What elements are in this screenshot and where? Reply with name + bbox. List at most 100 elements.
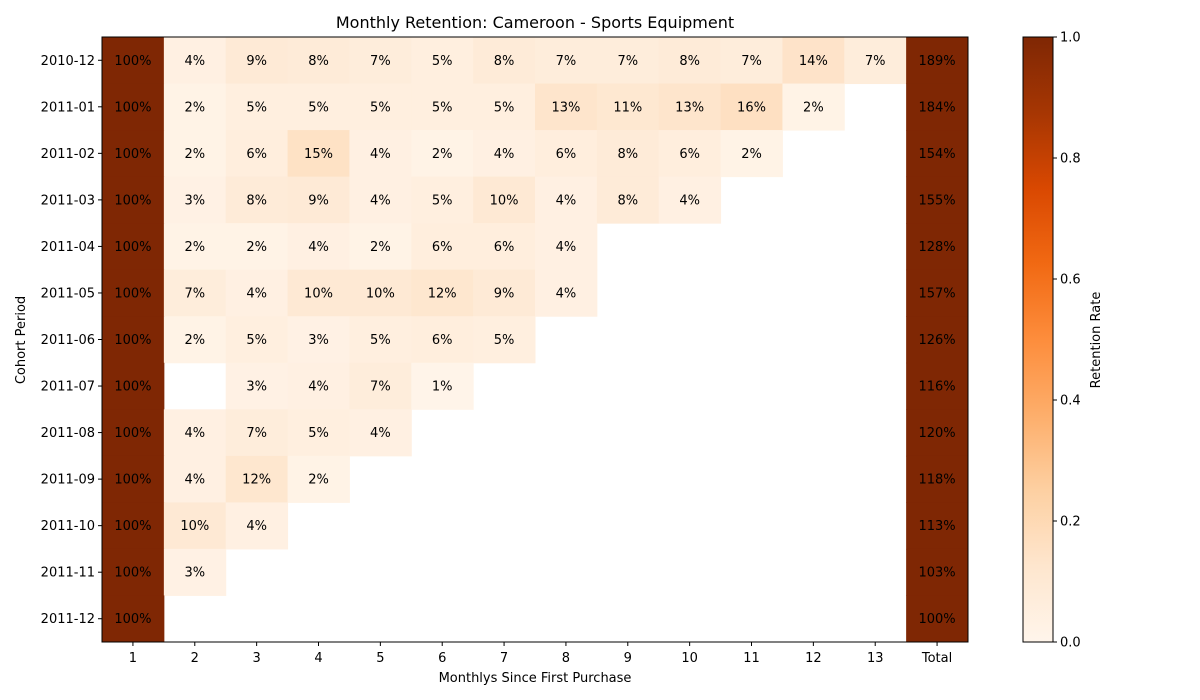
y-tick-label: 2011-01: [41, 100, 95, 115]
heatmap-cell: [411, 37, 474, 85]
cell-value-label: 5%: [494, 333, 515, 348]
cell-value-label: 6%: [246, 147, 267, 162]
cell-value-label: 128%: [918, 240, 955, 255]
cell-value-label: 4%: [556, 286, 577, 301]
heatmap-cell: [225, 83, 289, 131]
y-axis-label: Cohort Period: [14, 296, 29, 384]
heatmap-cell: [782, 37, 845, 85]
heatmap-cell: [163, 83, 227, 131]
cell-value-label: 4%: [494, 147, 515, 162]
heatmap-cell: [411, 83, 474, 131]
cell-value-label: 126%: [918, 333, 955, 348]
cell-value-label: 12%: [428, 286, 457, 301]
x-tick-label: 5: [376, 651, 384, 666]
cell-value-label: 100%: [114, 473, 151, 488]
heatmap-cell: [596, 176, 660, 224]
x-tick-label: Total: [921, 651, 952, 666]
heatmap-cell: [225, 455, 289, 503]
x-tick-label: 8: [562, 651, 570, 666]
heatmap-cell: [844, 37, 907, 85]
heatmap-cell: [102, 409, 165, 457]
x-tick-label: 13: [867, 651, 884, 666]
heatmap-cell: [906, 409, 969, 457]
cell-value-label: 6%: [432, 240, 453, 255]
cell-value-label: 7%: [370, 380, 391, 395]
heatmap-cell: [349, 176, 412, 224]
heatmap-cell: [906, 83, 969, 131]
x-tick-label: 1: [129, 651, 137, 666]
colorbar-tick-label: 0.8: [1060, 152, 1081, 167]
heatmap-cell: [906, 37, 969, 85]
y-axis-ticks: 2010-12 2011-01 2011-02 2011-03 2011-04 2011-…: [41, 54, 102, 627]
cell-value-label: 3%: [184, 193, 205, 208]
heatmap-cell: [535, 37, 598, 85]
cell-value-label: 4%: [184, 54, 205, 69]
cell-value-label: 16%: [737, 100, 766, 115]
heatmap-cell: [658, 83, 722, 131]
heatmap-cell: [163, 316, 227, 364]
cell-value-label: 7%: [617, 54, 638, 69]
heatmap-cells: [102, 37, 969, 643]
colorbar-tick-label: 0.6: [1060, 273, 1081, 288]
cell-value-label: 13%: [551, 100, 580, 115]
cell-value-label: 184%: [918, 100, 955, 115]
cell-value-label: 4%: [370, 193, 391, 208]
y-tick-label: 2011-08: [41, 426, 95, 441]
heatmap-cell: [163, 409, 227, 457]
cell-value-label: 15%: [304, 147, 333, 162]
heatmap-cell: [349, 223, 412, 271]
cell-value-label: 12%: [242, 473, 271, 488]
cell-value-label: 10%: [490, 193, 519, 208]
colorbar-tick-label: 1.0: [1060, 31, 1081, 46]
y-tick-label: 2011-04: [41, 240, 95, 255]
heatmap-cell: [473, 37, 536, 85]
heatmap-cell: [225, 409, 289, 457]
cell-value-label: 5%: [432, 193, 453, 208]
heatmap-cell: [287, 362, 350, 410]
heatmap-cell: [473, 130, 536, 178]
cell-value-label: 8%: [308, 54, 329, 69]
cell-value-label: 8%: [679, 54, 700, 69]
cell-value-label: 100%: [114, 333, 151, 348]
cell-value-label: 100%: [114, 240, 151, 255]
heatmap-cell: [720, 130, 783, 178]
heatmap-cell: [287, 316, 350, 364]
heatmap-cell: [102, 502, 165, 550]
heatmap-cell: [906, 223, 969, 271]
heatmap-cell: [473, 223, 536, 271]
colorbar-label: Retention Rate: [1089, 292, 1104, 389]
y-tick-label: 2011-02: [41, 147, 95, 162]
heatmap-cell: [163, 548, 227, 596]
colorbar-tick-label: 0.2: [1060, 515, 1081, 530]
heatmap-cell: [906, 316, 969, 364]
y-tick-label: 2011-07: [41, 380, 95, 395]
y-tick-label: 2011-10: [41, 519, 95, 534]
heatmap-cell: [720, 83, 783, 131]
heatmap-cell: [102, 130, 165, 178]
cell-value-label: 8%: [617, 193, 638, 208]
cell-value-label: 10%: [180, 519, 209, 534]
cell-value-label: 5%: [246, 100, 267, 115]
heatmap-cell: [102, 223, 165, 271]
heatmap-cell: [225, 130, 289, 178]
heatmap-cell: [102, 548, 165, 596]
cell-value-label: 7%: [370, 54, 391, 69]
cell-value-label: 5%: [246, 333, 267, 348]
x-axis-ticks: 1 2 3 4 5 6 7 8 9 10 11 12 13 Total: [129, 642, 952, 666]
cell-value-label: 5%: [432, 54, 453, 69]
heatmap-cell: [287, 409, 350, 457]
cell-value-label: 7%: [741, 54, 762, 69]
heatmap-cell: [102, 37, 165, 85]
cell-value-label: 4%: [308, 240, 329, 255]
heatmap-cell: [287, 83, 350, 131]
y-tick-label: 2011-03: [41, 193, 95, 208]
cell-value-label: 4%: [370, 426, 391, 441]
heatmap-cell: [287, 455, 350, 503]
cell-value-label: 10%: [366, 286, 395, 301]
cell-value-label: 13%: [675, 100, 704, 115]
heatmap-cell: [163, 37, 227, 85]
heatmap-cell: [411, 362, 474, 410]
cell-value-label: 4%: [679, 193, 700, 208]
y-tick-label: 2010-12: [41, 54, 95, 69]
cell-value-label: 103%: [918, 566, 955, 581]
